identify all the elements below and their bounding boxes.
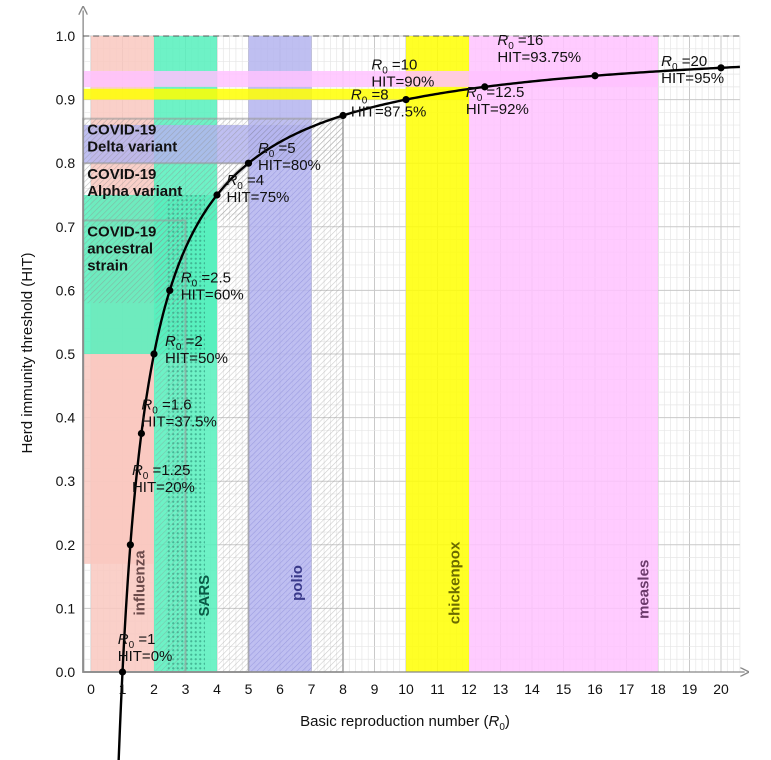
- covid-variant-label-line2: Alpha variant: [87, 183, 182, 200]
- covid-variant-label-line1: COVID-19: [87, 223, 156, 240]
- point-label-r0: R0 =10: [371, 57, 417, 77]
- influenza-label: influenza: [132, 550, 149, 616]
- point-label-r0: R0 =4: [226, 172, 264, 192]
- y-tick-label: 0.8: [56, 155, 76, 171]
- polio-pattern: [248, 125, 312, 673]
- point-label-r0: R0 =2.5: [181, 269, 231, 289]
- x-tick-label: 11: [430, 681, 445, 697]
- covid-variant-band: [83, 118, 343, 164]
- x-tick-label: 3: [182, 681, 190, 697]
- x-tick-label: 9: [371, 681, 379, 697]
- polio-label: polio: [289, 565, 306, 601]
- point-label-hit: HIT=87.5%: [351, 104, 426, 121]
- point-label-r0: R0 =2: [165, 333, 203, 353]
- x-tick-label: 12: [461, 681, 477, 697]
- disease-labels-layer: influenza SARS polio chickenpox measles: [132, 541, 653, 624]
- y-tick-label: 0.6: [56, 282, 76, 298]
- point-label-hit: HIT=90%: [371, 74, 434, 91]
- data-point: [339, 111, 347, 120]
- point-label-hit: HIT=60%: [181, 286, 244, 303]
- axes-layer: [83, 11, 745, 672]
- data-point: [126, 541, 134, 549]
- data-point: [137, 429, 145, 438]
- point-label-hit: HIT=37.5%: [141, 414, 216, 431]
- covid-variant-column: [313, 118, 343, 673]
- x-tick-label: 14: [524, 681, 540, 697]
- point-label-r0: R0 =20: [661, 53, 707, 73]
- x-tick-label: 17: [619, 681, 635, 697]
- y-tick-label: 0.0: [56, 664, 76, 680]
- data-point: [150, 350, 158, 358]
- x-axis-label: Basic reproduction number (R0): [300, 713, 510, 733]
- y-tick-label: 0.1: [56, 600, 76, 616]
- y-tick-label: 0.4: [56, 410, 76, 426]
- covid-variant-label-line2: ancestral: [87, 240, 153, 257]
- point-label-hit: HIT=50%: [165, 350, 228, 367]
- point-label-hit: HIT=93.75%: [497, 49, 581, 66]
- covid-variant-label-line2: Delta variant: [87, 139, 177, 156]
- x-tick-label: 19: [682, 681, 698, 697]
- point-label-r0: R0 =1: [118, 631, 156, 651]
- tick-labels-layer: 0 1 2 3 4 5 6 7 8 9 10 11 12 13 14 15 16 17 18 19 200.00.10.…: [56, 28, 729, 697]
- x-tick-label: 2: [150, 681, 158, 697]
- covid-variant-column: [155, 220, 186, 672]
- point-label-r0: R0 =1.25: [132, 462, 191, 482]
- covid-variant-column: [218, 163, 249, 672]
- data-point: [118, 668, 127, 676]
- point-label-hit: HIT=95%: [661, 70, 724, 87]
- chickenpox-hit-band: [83, 88, 469, 100]
- chickenpox-label: chickenpox: [447, 541, 464, 624]
- point-label-r0: R0 =5: [258, 140, 296, 160]
- x-tick-label: 15: [556, 681, 572, 697]
- x-tick-label: 16: [587, 681, 603, 697]
- point-label-r0: R0 =8: [351, 87, 389, 107]
- x-tick-label: 7: [308, 681, 316, 697]
- y-axis-label: Herd immunity threshold (HIT): [19, 253, 36, 454]
- covid-variant-label-line1: COVID-19: [87, 122, 156, 139]
- point-label-hit: HIT=75%: [226, 189, 289, 206]
- data-point: [166, 286, 174, 294]
- x-tick-label: 6: [276, 681, 284, 697]
- measles-r0-band: [469, 36, 658, 672]
- y-tick-label: 0.7: [56, 219, 76, 235]
- data-point: [402, 96, 410, 104]
- point-label-r0: R0 =1.6: [141, 397, 191, 417]
- data-point: [213, 191, 221, 199]
- x-tick-label: 1: [119, 681, 127, 697]
- point-label-hit: HIT=0%: [118, 648, 173, 665]
- x-tick-label: 10: [398, 681, 414, 697]
- x-tick-label: 18: [650, 681, 666, 697]
- data-point: [244, 159, 253, 167]
- x-tick-label: 8: [339, 681, 347, 697]
- data-point: [717, 64, 725, 72]
- x-tick-label: 4: [213, 681, 221, 697]
- SARS-label: SARS: [196, 575, 213, 617]
- y-tick-label: 0.2: [56, 537, 76, 553]
- chickenpox-r0-band: [406, 36, 469, 672]
- x-tick-label: 20: [713, 681, 729, 697]
- y-tick-label: 0.9: [56, 92, 76, 108]
- curve-layer: [117, 65, 740, 760]
- covid-variant-label-line3: strain: [87, 257, 128, 274]
- point-label-hit: HIT=20%: [132, 479, 195, 496]
- point-label-r0: R0 =12.5: [466, 84, 525, 104]
- x-tick-label: 5: [245, 681, 253, 697]
- y-tick-label: 1.0: [56, 28, 76, 44]
- data-point: [591, 72, 599, 80]
- point-label-hit: HIT=80%: [258, 157, 321, 174]
- data-point: [481, 83, 489, 91]
- y-tick-label: 0.5: [56, 346, 76, 362]
- covid-variant-label-line1: COVID-19: [87, 166, 156, 183]
- point-label-r0: R0 =16: [497, 32, 543, 52]
- point-label-hit: HIT=92%: [466, 101, 529, 118]
- x-tick-label: 13: [493, 681, 509, 697]
- measles-label: measles: [636, 560, 653, 619]
- hit-curve: [117, 65, 740, 760]
- x-tick-label: 0: [87, 681, 95, 697]
- regions-layer: [83, 36, 658, 673]
- y-tick-label: 0.3: [56, 473, 76, 489]
